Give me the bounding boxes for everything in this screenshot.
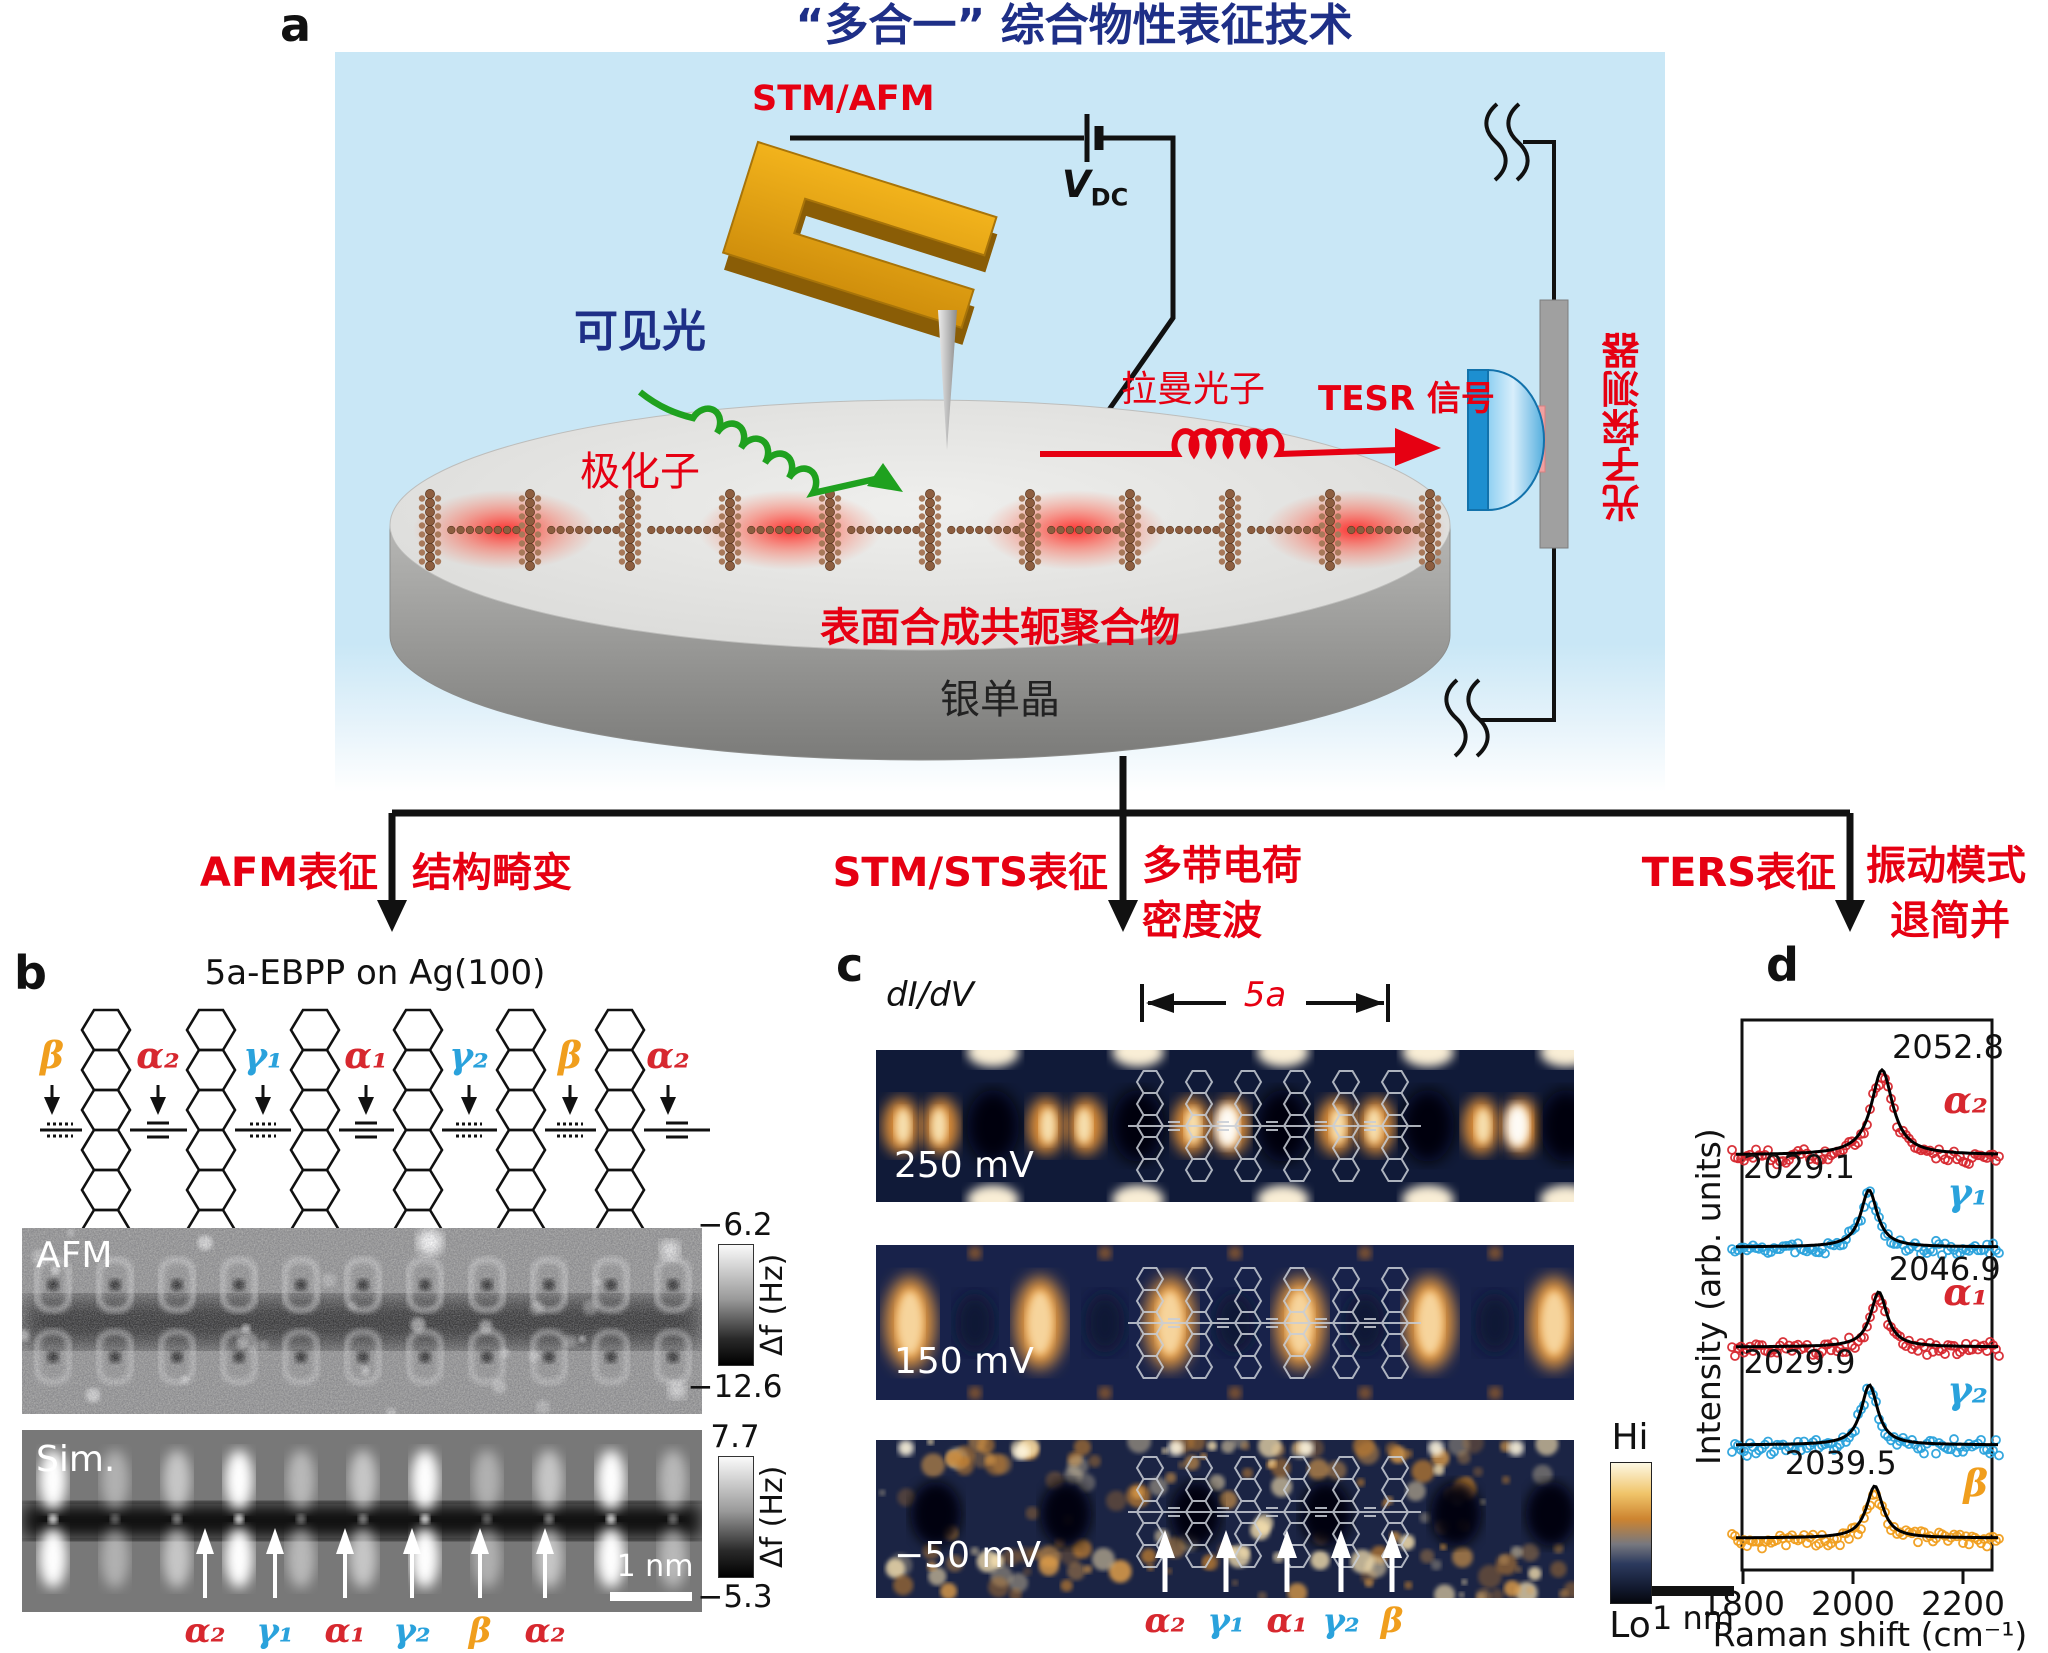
sim-site-alpha2-2: α₂ [524,1611,566,1651]
series-label-4: β [1961,1461,1988,1505]
sim-site-beta: β [468,1611,492,1651]
polaron-label: 极化子 [580,449,700,495]
series-label-3: γ₂ [1947,1368,1988,1412]
raman-photon-label: 拉曼光子 [1120,369,1265,410]
polymer-label: 表面合成共轭聚合物 [820,605,1180,651]
sim-colorbar [718,1456,754,1578]
peak-annotation-1: 2029.1 [1743,1148,1855,1186]
c-site-beta: β [1380,1601,1404,1641]
flow-arrows [377,756,1865,932]
afm-colorbar-unit: Δf (Hz) [755,1253,790,1357]
bias-voltage-label: VDC [1062,166,1128,209]
sim-image-label: Sim. [36,1439,116,1480]
c-site-gamma1: γ₁ [1207,1601,1245,1641]
sim-site-alpha2-1: α₂ [184,1611,226,1651]
sim-colorbar-unit: Δf (Hz) [755,1465,790,1569]
didv-colorbar [1610,1462,1652,1604]
panel-b-label: b [14,946,47,1000]
visible-light-label: 可见光 [574,306,706,357]
panel-a-label: a [280,0,312,52]
unit-cell-span-c [1140,984,1390,1022]
bias-v: V [1062,163,1091,206]
branch1-result: 结构畸变 [412,850,572,896]
raman-spectra-chart: 1800 2000 2200 2052.8 α₂ 2029.1 γ₁ 2046.9α₁ 2029… [1701,1018,2005,1623]
peak-annotation-0: 2052.8 [1892,1028,2004,1066]
bias-label-minus50mv: −50 mV [894,1535,1042,1576]
didv-map-250mv [876,1050,1574,1202]
afm-colorbar [718,1244,754,1366]
bond-label-gamma1: γ₁ [243,1035,283,1077]
branch3-result-line1: 振动模式 [1866,843,2026,889]
sim-site-alpha1: α₁ [324,1611,366,1651]
figure-title: “多合一” 综合物性表征技术 [795,0,1353,51]
sim-colorbar-max: 7.7 [710,1419,760,1455]
branch2-result-line2: 密度波 [1142,898,1262,944]
c-site-gamma2: γ₂ [1322,1601,1360,1641]
branch3-method: TERS表征 [1641,850,1836,896]
panel-b-title: 5a-EBPP on Ag(100) [204,953,546,993]
branch1-method: AFM表征 [199,850,378,896]
setup-schematic [389,102,1569,761]
didv-map-150mv [876,1245,1574,1400]
peak-annotation-3: 2029.9 [1743,1343,1855,1381]
series-label-2: α₁ [1943,1270,1988,1314]
simulated-afm-image [22,1430,702,1612]
bias-label-250mv: 250 mV [894,1145,1034,1186]
branch2-result-line1: 多带电荷 [1142,843,1302,889]
panel-d-label: d [1766,938,1799,992]
branch3-result-line2: 退简并 [1890,898,2010,944]
scalebar-c [1652,1586,1734,1596]
tesr-signal-label: TESR 信号 [1318,379,1495,419]
bond-label-beta-1: β [40,1035,64,1077]
bias-label-150mv: 150 mV [894,1341,1034,1382]
bond-label-alpha2-2: α₂ [646,1035,690,1077]
c-site-alpha1: α₁ [1266,1601,1308,1641]
x-tick-label-2: 2200 [1921,1584,2005,1623]
series-label-0: α₂ [1943,1078,1988,1122]
peak-annotation-2: 2046.9 [1889,1250,2001,1288]
afm-image-label: AFM [36,1235,113,1276]
bond-label-alpha1: α₁ [344,1035,388,1077]
chart-xlabel: Raman shift (cm⁻¹) [1712,1615,2028,1653]
x-tick-label-0: 1800 [1701,1584,1785,1623]
series-label-1: γ₁ [1947,1170,1988,1214]
photon-detector-label: 光子探测器 [1602,332,1646,522]
x-tick-label-1: 2000 [1811,1584,1895,1623]
peak-annotation-4: 2039.5 [1785,1444,1897,1482]
bond-label-alpha2-1: α₂ [136,1035,180,1077]
afm-colorbar-min: −12.6 [687,1369,783,1405]
chart-ylabel: Intensity (arb. units) [1689,1128,1728,1466]
bias-sub: DC [1090,183,1129,212]
sim-colorbar-min: −5.3 [697,1579,773,1615]
sim-site-gamma1: γ₁ [256,1611,294,1651]
colorbar-hi-label: Hi [1611,1417,1649,1458]
panel-c-label: c [836,938,864,992]
substrate-label: 银单晶 [940,677,1060,723]
c-site-alpha2: α₂ [1144,1601,1186,1641]
bond-label-gamma2: γ₂ [449,1035,489,1077]
branch2-method: STM/STS表征 [832,850,1108,896]
sensor-label: STM/AFM [752,79,935,119]
didv-map-minus50mv [876,1440,1574,1598]
afm-image [22,1228,702,1414]
scalebar-label-sim: 1 nm [616,1549,694,1584]
unit-cell-label-c: 5a [1243,975,1287,1015]
afm-colorbar-max: −6.2 [697,1207,773,1243]
colorbar-lo-label: Lo [1609,1605,1651,1646]
sim-site-gamma2: γ₂ [393,1611,431,1651]
bond-label-beta-2: β [558,1035,582,1077]
scalebar-label-c: 1 nm [1652,1599,1734,1637]
didv-label: dI/dV [886,975,974,1015]
